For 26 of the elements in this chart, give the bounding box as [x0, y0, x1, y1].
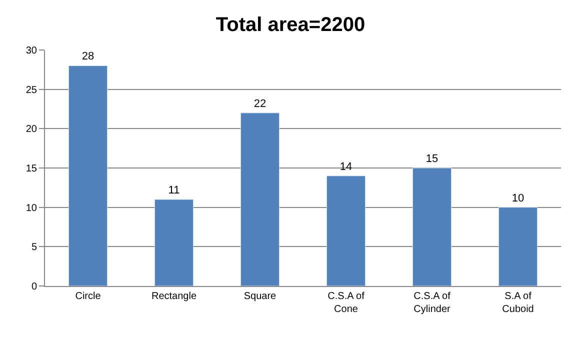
y-tick-label: 30 — [26, 46, 38, 56]
data-label: 28 — [82, 50, 94, 63]
data-label: 11 — [168, 184, 180, 196]
x-tick-label: C.S.A of Cylinder — [414, 291, 452, 315]
data-label: 14 — [340, 160, 352, 173]
data-label: 15 — [426, 153, 438, 165]
x-tick-label: S.A of Cuboid — [502, 291, 534, 315]
x-tick-label: C.S.A of Cone — [328, 291, 365, 315]
data-label: 22 — [254, 98, 266, 110]
bar — [154, 199, 194, 286]
x-tick-label: Square — [244, 291, 277, 302]
bar — [326, 176, 366, 286]
y-tick-label: 10 — [26, 202, 38, 214]
bar — [412, 168, 452, 286]
bar — [240, 112, 280, 286]
y-tick-label: 0 — [31, 282, 38, 292]
y-tick-label: 20 — [26, 124, 38, 136]
y-tick-label: 5 — [31, 242, 38, 254]
x-tick-label: Circle — [75, 291, 102, 302]
bar — [68, 65, 108, 286]
y-tick-label: 25 — [26, 84, 38, 96]
data-label: 10 — [512, 192, 524, 204]
bar — [498, 207, 538, 286]
x-tick-label: Rectangle — [151, 291, 197, 302]
y-tick-label: 15 — [26, 164, 38, 174]
chart-title: Total area=2200 — [216, 14, 366, 36]
